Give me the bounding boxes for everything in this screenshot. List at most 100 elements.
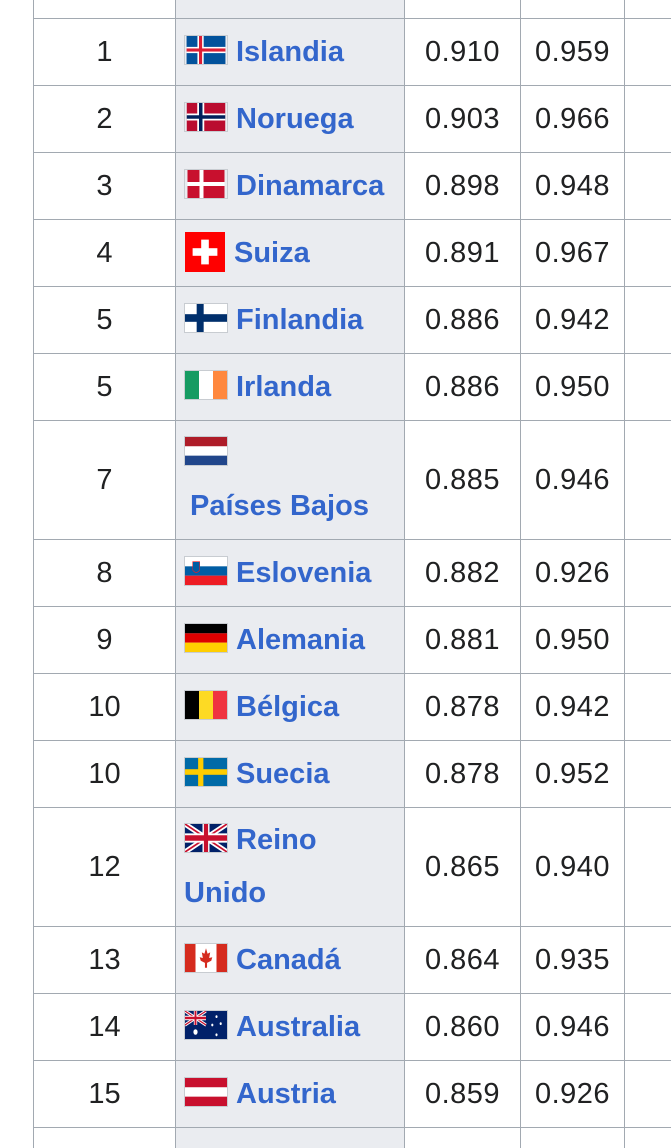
table-row: 4 Suiza 0.891 0.967	[33, 219, 671, 287]
value-cell-2: 0.942	[520, 286, 625, 354]
value-cell-1: 0.898	[404, 152, 521, 220]
table-row: 10 Bélgica 0.878 0.942	[33, 673, 671, 741]
country-link[interactable]: Canadá	[236, 943, 341, 976]
country-link[interactable]: Bélgica	[236, 690, 340, 723]
header-cell-value-1	[404, 0, 521, 19]
country-cell: Finlandia	[175, 286, 405, 354]
value-cell-2: 0.952	[520, 740, 625, 808]
value-cell-extra	[624, 539, 671, 607]
country-link[interactable]: Islandia	[236, 35, 344, 68]
value-cell-extra	[624, 1060, 671, 1128]
header-cell-country	[175, 0, 405, 19]
rank-cell: 14	[33, 993, 176, 1061]
country-link[interactable]: Eslovenia	[236, 556, 372, 589]
table-row: 12 Reino Unido 0.865 0.940	[33, 807, 671, 927]
value-cell-extra	[624, 219, 671, 287]
rank-cell: 3	[33, 152, 176, 220]
country-cell: Reino Unido	[175, 807, 405, 927]
value-cell-extra	[624, 18, 671, 86]
value-cell-2: 0.959	[520, 18, 625, 86]
value-cell-1: 0.878	[404, 740, 521, 808]
austria-flag-icon[interactable]	[184, 1076, 228, 1107]
value-cell-1: 0.860	[404, 993, 521, 1061]
country-link[interactable]: Dinamarca	[236, 169, 385, 202]
value-cell-1	[404, 1127, 521, 1148]
value-cell-1: 0.910	[404, 18, 521, 86]
value-cell-1: 0.865	[404, 807, 521, 927]
country-cell: Países Bajos	[175, 420, 405, 540]
iceland-flag-icon[interactable]	[184, 34, 228, 65]
table-header-row	[33, 0, 671, 19]
norway-flag-icon[interactable]	[184, 101, 228, 132]
country-link[interactable]: Australia	[236, 1010, 361, 1043]
rank-cell: 2	[33, 85, 176, 153]
australia-flag-icon[interactable]	[184, 1009, 228, 1040]
germany-flag-icon[interactable]	[184, 622, 228, 653]
rank-cell: 9	[33, 606, 176, 674]
value-cell-1: 0.881	[404, 606, 521, 674]
sweden-flag-icon[interactable]	[184, 756, 228, 787]
table-row: 5 Irlanda 0.886 0.950	[33, 353, 671, 421]
country-link[interactable]: Alemania	[236, 623, 365, 656]
value-cell-extra	[624, 1127, 671, 1148]
ireland-flag-icon[interactable]	[184, 369, 228, 400]
finland-flag-icon[interactable]	[184, 302, 228, 333]
rank-cell: 8	[33, 539, 176, 607]
rank-cell: 7	[33, 420, 176, 540]
country-link[interactable]: Noruega	[236, 102, 354, 135]
netherlands-flag-icon[interactable]	[184, 436, 228, 466]
value-cell-2: 0.946	[520, 993, 625, 1061]
country-cell: Austria	[175, 1060, 405, 1128]
country-cell: Suiza	[175, 219, 405, 287]
country-link[interactable]: Finlandia	[236, 303, 364, 336]
country-link[interactable]: Irlanda	[236, 370, 332, 403]
country-cell: Irlanda	[175, 353, 405, 421]
rank-cell: 4	[33, 219, 176, 287]
value-cell-extra	[624, 353, 671, 421]
value-cell-extra	[624, 673, 671, 741]
rank-cell: 10	[33, 740, 176, 808]
rank-cell: 10	[33, 673, 176, 741]
switzerland-flag-icon[interactable]	[184, 231, 226, 272]
value-cell-2: 0.942	[520, 673, 625, 741]
country-cell: Noruega	[175, 85, 405, 153]
country-cell: Dinamarca	[175, 152, 405, 220]
value-cell-1: 0.903	[404, 85, 521, 153]
table-row: 10 Suecia 0.878 0.952	[33, 740, 671, 808]
slovenia-flag-icon[interactable]	[184, 555, 228, 586]
rank-cell: 12	[33, 807, 176, 927]
rank-cell	[33, 1127, 176, 1148]
value-cell-2: 0.946	[520, 420, 625, 540]
united-kingdom-flag-icon[interactable]	[184, 823, 228, 853]
value-cell-2: 0.948	[520, 152, 625, 220]
value-cell-2: 0.950	[520, 353, 625, 421]
value-cell-extra	[624, 740, 671, 808]
country-cell: Eslovenia	[175, 539, 405, 607]
country-link[interactable]: Suecia	[236, 757, 330, 790]
rank-cell: 15	[33, 1060, 176, 1128]
table-row: 8 Eslovenia 0.882 0.926	[33, 539, 671, 607]
country-cell: Canadá	[175, 926, 405, 994]
value-cell-extra	[624, 420, 671, 540]
table-row	[33, 1127, 671, 1148]
value-cell-2: 0.967	[520, 219, 625, 287]
value-cell-1: 0.859	[404, 1060, 521, 1128]
value-cell-1: 0.886	[404, 353, 521, 421]
table-row: 13 Canadá 0.864 0.935	[33, 926, 671, 994]
value-cell-1: 0.882	[404, 539, 521, 607]
country-link[interactable]: Suiza	[234, 236, 310, 269]
country-link[interactable]: Países Bajos	[190, 490, 369, 522]
rank-cell: 5	[33, 353, 176, 421]
value-cell-extra	[624, 286, 671, 354]
value-cell-2: 0.935	[520, 926, 625, 994]
country-cell: Islandia	[175, 18, 405, 86]
value-cell-1: 0.886	[404, 286, 521, 354]
value-cell-2: 0.926	[520, 1060, 625, 1128]
canada-flag-icon[interactable]	[184, 942, 228, 973]
country-link[interactable]: Austria	[236, 1077, 336, 1110]
country-link[interactable]: Reino Unido	[184, 824, 317, 909]
belgium-flag-icon[interactable]	[184, 689, 228, 720]
denmark-flag-icon[interactable]	[184, 168, 228, 199]
value-cell-1: 0.891	[404, 219, 521, 287]
header-cell-value-2	[520, 0, 625, 19]
